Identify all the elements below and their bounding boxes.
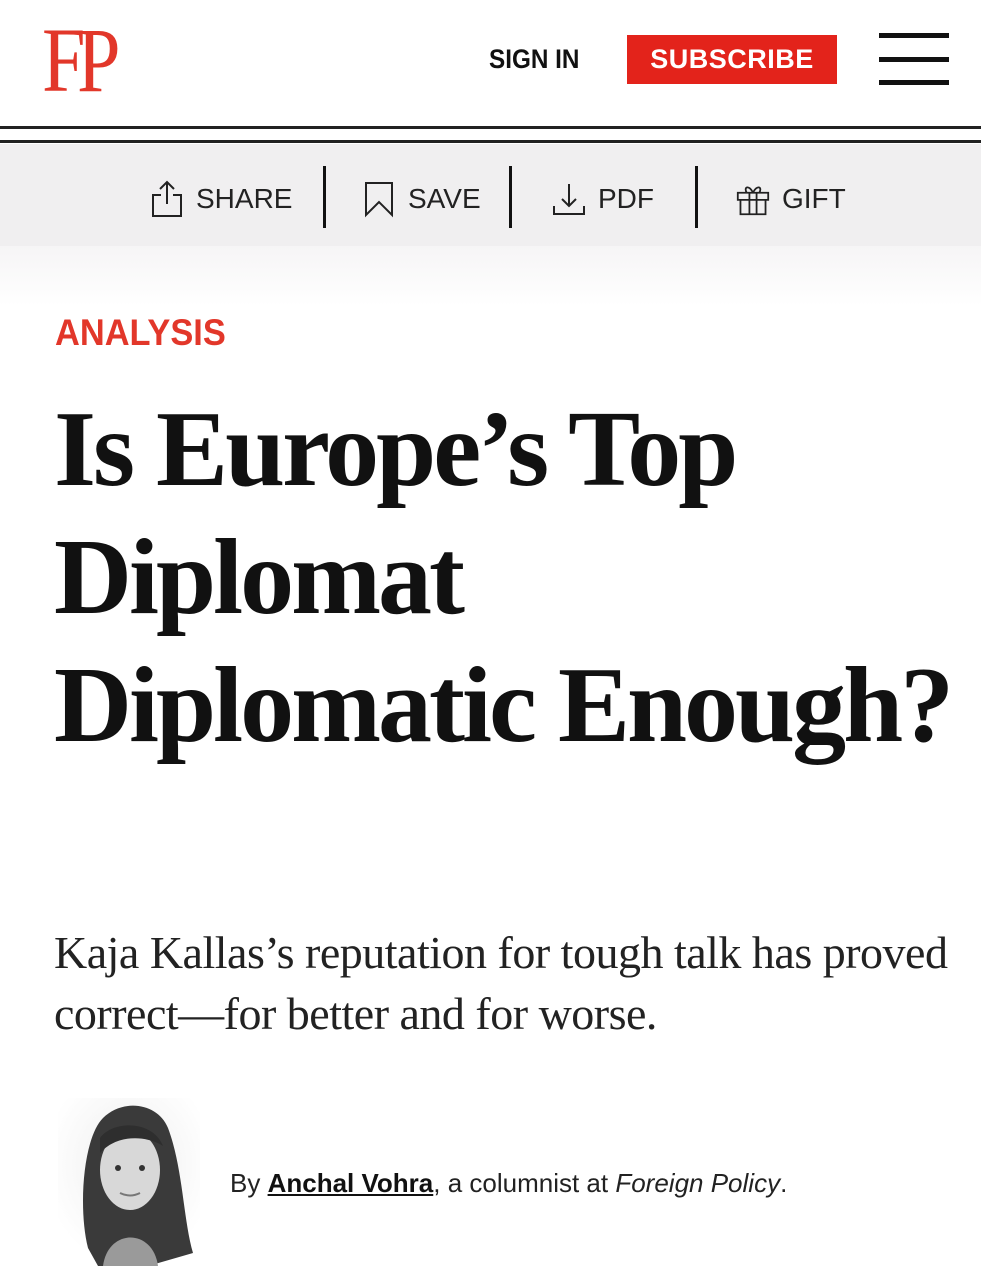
toolbar-fade	[0, 246, 981, 306]
gift-button[interactable]: GIFT	[736, 180, 846, 218]
article-dek: Kaja Kallas’s reputation for tough talk …	[54, 927, 948, 1039]
share-label: SHARE	[196, 183, 293, 214]
author-link[interactable]: Anchal Vohra	[267, 1168, 434, 1198]
save-button[interactable]: SAVE	[362, 180, 481, 218]
publication-name: Foreign Policy	[615, 1168, 781, 1198]
toolbar-separator	[509, 166, 512, 228]
author-avatar	[58, 1098, 200, 1266]
save-label: SAVE	[408, 183, 481, 214]
byline-prefix: By	[230, 1168, 268, 1198]
byline-suffix: .	[780, 1168, 788, 1198]
pdf-label: PDF	[598, 183, 654, 214]
share-button[interactable]: SHARE	[150, 180, 292, 218]
toolbar-separator	[695, 166, 698, 228]
download-icon	[553, 184, 585, 215]
gift-label: GIFT	[782, 183, 846, 214]
bookmark-icon	[365, 182, 393, 218]
header-divider	[0, 126, 981, 129]
share-icon	[152, 180, 182, 217]
section-kicker[interactable]: ANALYSIS	[55, 312, 226, 353]
sign-in-link[interactable]: SIGN IN	[489, 44, 580, 74]
byline: By Anchal Vohra, a columnist at Foreign …	[230, 1168, 787, 1199]
fp-logo[interactable]: FP	[42, 9, 121, 111]
header-divider	[0, 140, 981, 143]
gift-icon	[736, 186, 770, 216]
article-toolbar	[0, 144, 981, 246]
pdf-button[interactable]: PDF	[552, 180, 654, 218]
toolbar-separator	[323, 166, 326, 228]
article-headline: Is Europe’s Top Diplomat Diplomatic Enou…	[54, 390, 954, 765]
subscribe-button[interactable]: SUBSCRIBE	[627, 35, 837, 84]
hamburger-icon[interactable]	[879, 33, 949, 87]
byline-middle: , a columnist at	[433, 1168, 616, 1198]
